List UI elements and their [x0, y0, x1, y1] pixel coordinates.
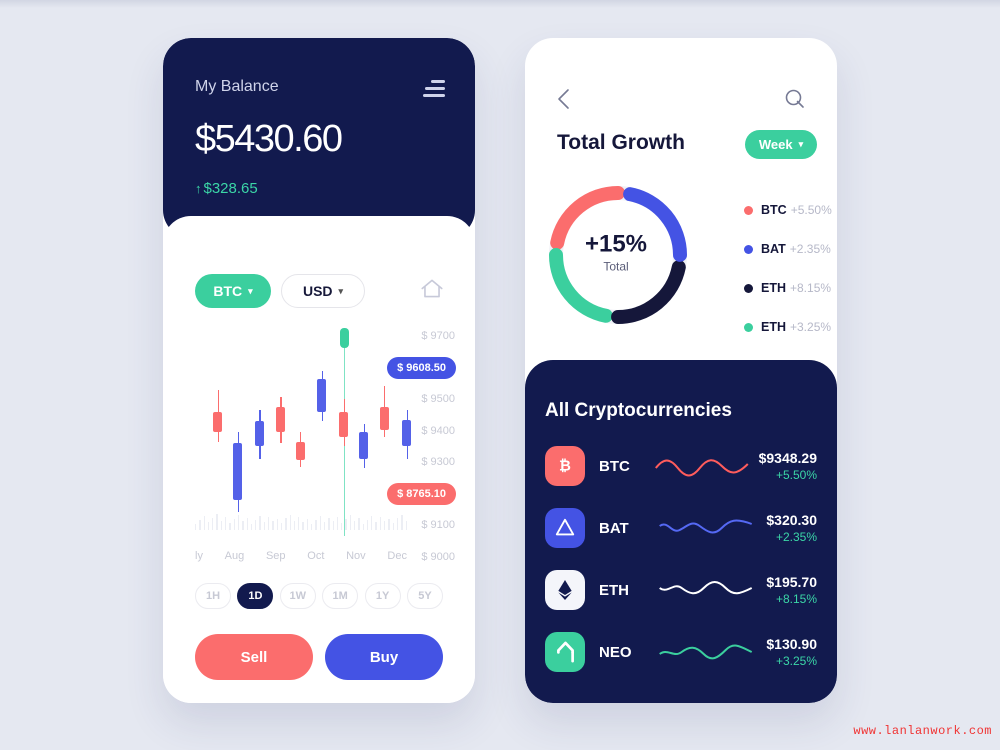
svg-text:₿: ₿	[559, 459, 571, 475]
